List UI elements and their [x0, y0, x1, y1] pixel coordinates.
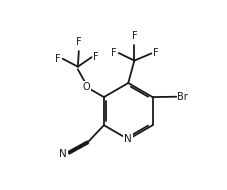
Text: N: N [59, 149, 67, 159]
Text: O: O [82, 82, 89, 92]
Text: Br: Br [176, 92, 187, 102]
Text: F: F [111, 48, 116, 58]
Text: F: F [152, 48, 158, 58]
Text: F: F [76, 37, 81, 47]
Text: F: F [55, 54, 61, 64]
Text: F: F [131, 31, 137, 41]
Text: N: N [124, 134, 131, 144]
Text: F: F [93, 52, 98, 62]
